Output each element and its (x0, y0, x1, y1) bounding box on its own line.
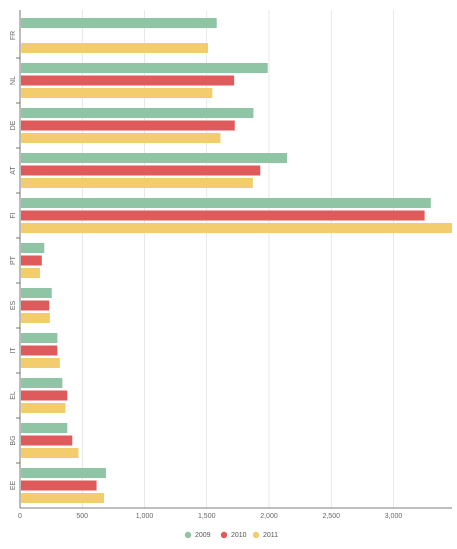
labels: 0 500 1,000 1,500 2,000 2,500 3,000 FR NL DE AT FI P… (10, 31, 403, 520)
category-label: BG (10, 435, 17, 445)
category-label: PT (10, 255, 17, 265)
bar-it-2010[interactable] (21, 345, 58, 356)
bar-es-2011[interactable] (21, 313, 50, 323)
bar-de-2011[interactable] (21, 133, 221, 143)
legend-item-2010[interactable]: 2010 (220, 531, 247, 539)
bar-de-2010[interactable] (21, 120, 235, 131)
bar-es-2009[interactable] (21, 288, 52, 298)
legend-swatch (252, 531, 260, 539)
category-label: DE (10, 120, 17, 130)
bar-es-2010[interactable] (21, 300, 50, 311)
bar-el-2010[interactable] (21, 390, 68, 401)
x-tick-label: 1,500 (198, 513, 216, 520)
legend-swatch (184, 531, 192, 539)
legend-label: 2010 (231, 532, 247, 539)
bar-bg-2011[interactable] (21, 448, 79, 458)
category-label: EL (10, 391, 17, 400)
bar-at-2010[interactable] (21, 165, 261, 176)
bar-nl-2011[interactable] (21, 88, 213, 98)
bar-ee-2010[interactable] (21, 480, 97, 491)
bar-fi-2010[interactable] (21, 210, 425, 221)
legend-swatch (220, 531, 228, 539)
legend-label: 2011 (263, 532, 278, 539)
category-label: IT (10, 347, 17, 354)
bar-de-2009[interactable] (21, 108, 254, 118)
x-tick-label: 3,000 (385, 513, 403, 520)
bar-pt-2010[interactable] (21, 255, 42, 266)
x-tick-label: 500 (76, 513, 88, 520)
bar-pt-2011[interactable] (21, 268, 40, 278)
x-tick-label: 2,000 (260, 513, 278, 520)
bar-fr-2011[interactable] (21, 43, 208, 53)
bar-at-2009[interactable] (21, 153, 288, 163)
axes (16, 10, 452, 509)
category-label: ES (10, 301, 17, 311)
bar-at-2011[interactable] (21, 178, 253, 188)
category-label: FR (10, 31, 17, 40)
category-label: NL (10, 76, 17, 85)
legend-item-2011[interactable]: 2011 (252, 531, 278, 539)
bar-it-2009[interactable] (21, 333, 58, 343)
bar-ee-2011[interactable] (21, 493, 105, 503)
bar-bg-2009[interactable] (21, 423, 68, 433)
x-tick-label: 0 (18, 513, 22, 520)
bar-bg-2010[interactable] (21, 435, 73, 446)
category-label: AT (10, 166, 17, 175)
bar-fi-2011[interactable] (21, 223, 452, 233)
bar-it-2011[interactable] (21, 358, 60, 368)
bar-nl-2010[interactable] (21, 75, 235, 86)
x-tick-label: 2,500 (322, 513, 340, 520)
legend-item-2009[interactable]: 2009 (184, 531, 211, 539)
bar-fr-2009[interactable] (21, 18, 217, 28)
bar-ee-2009[interactable] (21, 468, 106, 478)
bar-el-2009[interactable] (21, 378, 63, 388)
legend[interactable]: 2009 2010 2011 (184, 531, 278, 539)
legend-label: 2009 (195, 532, 211, 539)
bar-el-2011[interactable] (21, 403, 66, 413)
category-label: EE (10, 481, 17, 491)
bar-fi-2009[interactable] (21, 198, 431, 208)
bars (21, 18, 452, 503)
x-tick-label: 1,000 (136, 513, 154, 520)
bar-pt-2009[interactable] (21, 243, 45, 253)
bar-nl-2009[interactable] (21, 63, 268, 73)
category-label: FI (10, 212, 17, 218)
